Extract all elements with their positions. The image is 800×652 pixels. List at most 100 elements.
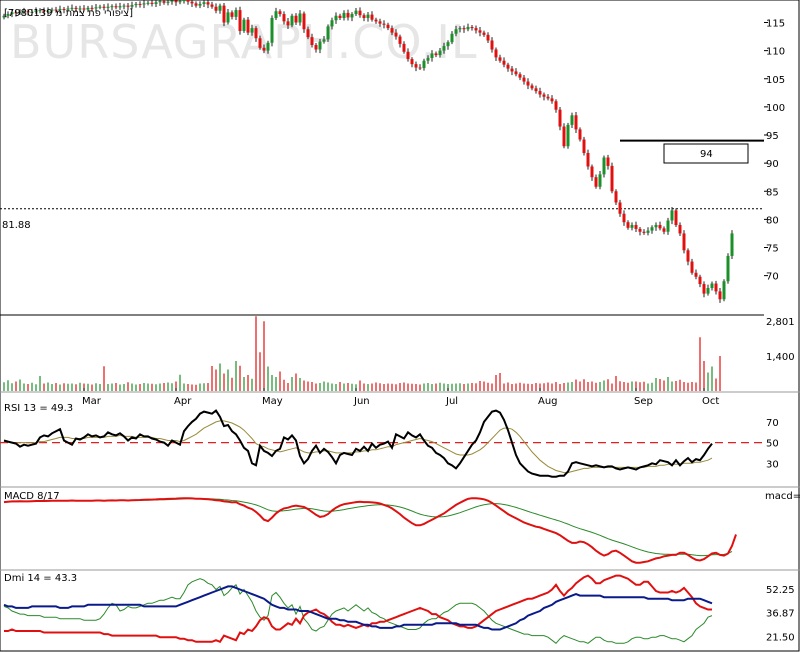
macd-zero-label: macd=0	[765, 491, 800, 502]
candle	[130, 5, 134, 7]
candle	[438, 50, 442, 56]
candle	[506, 64, 510, 69]
rsi-line	[3, 409, 713, 478]
candle	[78, 8, 82, 10]
candle	[494, 49, 498, 58]
candle	[330, 20, 334, 27]
candle	[510, 68, 514, 72]
candle	[18, 11, 22, 13]
candle	[66, 8, 70, 10]
price-panel: 70 75 80 85 90 95 100 105 110 115	[0, 0, 785, 303]
candle	[526, 81, 530, 86]
candle	[186, 0, 190, 2]
candle	[530, 85, 534, 89]
candle	[630, 225, 634, 228]
candle	[358, 10, 362, 16]
candle	[454, 29, 458, 34]
candle	[98, 6, 102, 8]
candle	[698, 276, 702, 285]
candle	[246, 19, 250, 33]
candle	[214, 6, 218, 11]
candle	[646, 230, 650, 233]
candle	[458, 28, 462, 30]
candle	[682, 233, 686, 251]
candle	[350, 14, 354, 18]
candle	[170, 0, 174, 2]
candle	[722, 281, 726, 300]
candle	[474, 28, 478, 31]
candle	[26, 11, 30, 13]
candle	[374, 19, 378, 22]
candle	[590, 166, 594, 178]
price-tick-label: 75	[766, 244, 779, 255]
candle	[82, 8, 86, 10]
candle	[446, 42, 450, 47]
candle	[118, 6, 122, 8]
candle	[638, 228, 642, 232]
candle	[310, 37, 314, 45]
candle	[70, 7, 74, 9]
candle	[550, 98, 554, 102]
candle	[406, 51, 410, 60]
candle	[226, 12, 230, 23]
candle	[22, 11, 26, 13]
candle	[282, 14, 286, 22]
price-tick-label: 115	[766, 19, 785, 30]
candle	[558, 109, 562, 127]
candle	[402, 43, 406, 52]
macd-label: MACD 8/17	[4, 491, 60, 502]
macd-signal-line	[3, 498, 733, 557]
candle	[386, 24, 390, 29]
dmi-tick-label: 21.50	[766, 632, 795, 643]
month-label: Sep	[634, 396, 653, 407]
candle	[670, 210, 674, 221]
candle	[434, 53, 438, 56]
candle	[354, 10, 358, 15]
price-tick-label: 110	[766, 47, 785, 58]
candle	[370, 14, 374, 20]
candle	[30, 11, 34, 13]
candle	[126, 5, 130, 7]
candle	[450, 33, 454, 43]
price-title: [7980139 ציפורי פת צמת מ]	[4, 8, 133, 19]
candle	[222, 5, 226, 23]
candle	[110, 6, 114, 8]
candle	[606, 157, 610, 166]
price-tick-label: 70	[766, 272, 779, 283]
candle	[442, 46, 446, 51]
month-label: Apr	[174, 396, 192, 407]
candle	[266, 42, 270, 51]
candle	[146, 2, 150, 4]
candle	[178, 1, 182, 3]
candle	[578, 129, 582, 140]
dmi-adx-line	[3, 585, 713, 631]
candle	[278, 11, 282, 15]
candle	[150, 2, 154, 4]
candle	[54, 9, 58, 11]
candle	[470, 27, 474, 29]
candle	[542, 94, 546, 97]
month-label: Jul	[445, 396, 458, 407]
rsi-tick-label: 30	[766, 459, 779, 470]
candle	[218, 5, 222, 11]
candle	[430, 53, 434, 58]
candle	[182, 0, 186, 2]
candle	[482, 32, 486, 35]
candle	[270, 18, 274, 43]
candle	[490, 40, 494, 50]
candle	[258, 38, 262, 48]
candle	[538, 91, 542, 95]
candle	[586, 153, 590, 167]
month-label: Jun	[353, 396, 370, 407]
candle	[274, 11, 278, 18]
candle	[614, 191, 618, 203]
candle	[194, 3, 198, 6]
candle	[206, 2, 210, 5]
candle	[6, 14, 10, 16]
candle	[662, 228, 666, 232]
candle	[134, 3, 138, 6]
month-label: Aug	[538, 396, 558, 407]
dmi-tick-label: 52.25	[766, 585, 795, 596]
candle	[334, 15, 338, 21]
